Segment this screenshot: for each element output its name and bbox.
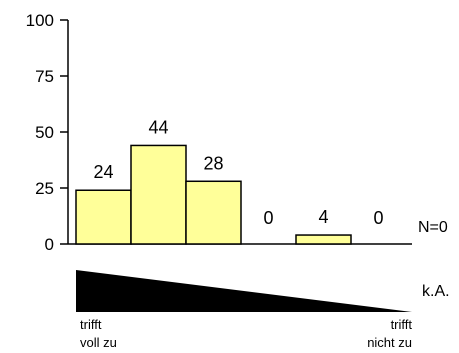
scale-left-label: trifft voll zu <box>80 316 117 352</box>
scale-left-line-1: trifft <box>80 316 117 334</box>
bar-value-label: 28 <box>203 153 223 173</box>
bar-value-label: 44 <box>148 117 168 137</box>
y-tick-label: 100 <box>26 11 54 30</box>
y-tick-label: 75 <box>35 67 54 86</box>
bar-value-label: 24 <box>93 162 113 182</box>
scale-gradient-wedge <box>76 270 412 312</box>
bar <box>186 181 241 244</box>
scale-right-line-2: nicht zu <box>350 334 412 352</box>
bar-value-label: 0 <box>263 208 273 228</box>
sample-size-label: N=0 <box>418 219 448 236</box>
scale-left-line-2: voll zu <box>80 334 117 352</box>
no-answer-label: k.A. <box>422 283 450 300</box>
y-tick-label: 50 <box>35 123 54 142</box>
y-tick-label: 25 <box>35 179 54 198</box>
bar <box>131 145 186 244</box>
scale-right-line-1: trifft <box>350 316 412 334</box>
bar <box>296 235 351 244</box>
bar-value-label: 0 <box>373 208 383 228</box>
y-tick-label: 0 <box>45 235 54 254</box>
bar <box>76 190 131 244</box>
scale-right-label: trifft nicht zu <box>350 316 412 352</box>
bar-value-label: 4 <box>318 207 328 227</box>
